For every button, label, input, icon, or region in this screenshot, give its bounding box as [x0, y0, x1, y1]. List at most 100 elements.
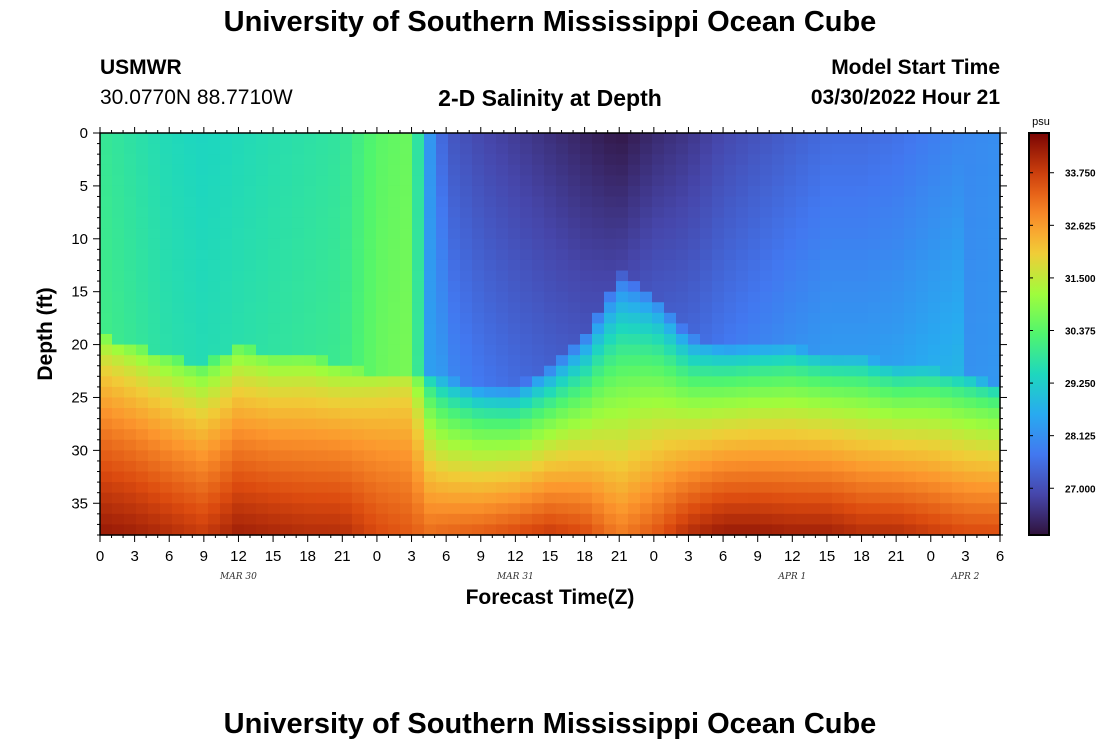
heatmap-cell [532, 164, 545, 176]
heatmap-cell [484, 249, 497, 261]
heatmap-cell [964, 397, 977, 409]
colorbar: psu 27.00028.12529.25030.37531.50032.625… [1028, 116, 1096, 536]
heatmap-cell [988, 312, 1001, 325]
heatmap-cell [256, 418, 269, 430]
heatmap-cell [268, 471, 281, 483]
heatmap-cell [388, 249, 401, 261]
heatmap-cell [736, 238, 749, 250]
heatmap-cell [724, 302, 737, 314]
heatmap-cell [652, 450, 665, 462]
heatmap-cell [784, 344, 797, 356]
heatmap-cell [160, 133, 173, 145]
heatmap-cell [316, 365, 329, 377]
heatmap-cell [136, 482, 149, 494]
heatmap-cell [508, 355, 521, 367]
heatmap-cell [604, 439, 617, 451]
heatmap-cell [796, 217, 809, 229]
colorbar-scale [1028, 132, 1050, 536]
heatmap-cell [136, 418, 149, 430]
heatmap-cell [184, 323, 197, 335]
heatmap-cell [496, 238, 509, 250]
heatmap-cell [568, 397, 581, 409]
heatmap-cell [664, 376, 677, 388]
heatmap-cell [664, 408, 677, 420]
heatmap-cell [268, 133, 281, 145]
heatmap-cell [136, 355, 149, 367]
heatmap-cell [772, 238, 785, 250]
heatmap-cell [712, 154, 725, 166]
heatmap-cell [352, 196, 365, 208]
heatmap-cell [988, 376, 1001, 388]
heatmap-cell [112, 154, 125, 166]
heatmap-cell [580, 524, 593, 536]
heatmap-cell [520, 312, 533, 325]
heatmap-cell [772, 185, 785, 198]
heatmap-cell [256, 249, 269, 261]
heatmap-cell [532, 408, 545, 420]
heatmap-cell [352, 386, 365, 399]
heatmap-cell [316, 524, 329, 536]
heatmap-cell [796, 460, 809, 473]
heatmap-cell [748, 143, 761, 155]
heatmap-cell [496, 376, 509, 388]
heatmap-cell [364, 524, 377, 536]
heatmap-cell [832, 513, 845, 526]
heatmap-cell [316, 143, 329, 155]
heatmap-cell [352, 238, 365, 250]
heatmap-cell [256, 503, 269, 515]
heatmap-cell [400, 164, 413, 176]
heatmap-cell [436, 344, 449, 356]
heatmap-cell [304, 291, 317, 303]
heatmap-cell [928, 196, 941, 208]
heatmap-cell [604, 196, 617, 208]
heatmap-cell [784, 365, 797, 377]
heatmap-cell [160, 143, 173, 155]
heatmap-cell [364, 376, 377, 388]
heatmap-cell [952, 270, 965, 282]
heatmap-cell [736, 408, 749, 420]
heatmap-cell [304, 312, 317, 325]
heatmap-cell [676, 259, 689, 272]
heatmap-cell [292, 355, 305, 367]
heatmap-cell [424, 164, 437, 176]
heatmap-cell [232, 376, 245, 388]
heatmap-cell [676, 482, 689, 494]
heatmap-cell [976, 334, 989, 346]
heatmap-cell [940, 154, 953, 166]
heatmap-cell [496, 133, 509, 145]
heatmap-cell [532, 439, 545, 451]
heatmap-cell [412, 355, 425, 367]
heatmap-cell [136, 164, 149, 176]
heatmap-cell [544, 207, 557, 219]
heatmap-cell [100, 386, 113, 399]
heatmap-cell [820, 154, 833, 166]
heatmap-cell [556, 408, 569, 420]
heatmap-cell [604, 418, 617, 430]
heatmap-cell [364, 344, 377, 356]
heatmap-cell [148, 450, 161, 462]
heatmap-cell [232, 460, 245, 473]
heatmap-cell [112, 429, 125, 441]
heatmap-cell [892, 344, 905, 356]
heatmap-cell [376, 238, 389, 250]
heatmap-cell [700, 471, 713, 483]
heatmap-cell [496, 164, 509, 176]
heatmap-cell [232, 217, 245, 229]
heatmap-cell [976, 217, 989, 229]
heatmap-cell [172, 164, 185, 176]
heatmap-cell [616, 302, 629, 314]
heatmap-cell [736, 503, 749, 515]
heatmap-cell [544, 185, 557, 198]
heatmap-cell [256, 471, 269, 483]
heatmap-cell [664, 334, 677, 346]
heatmap-cell [964, 196, 977, 208]
heatmap-cell [304, 418, 317, 430]
heatmap-cell [736, 439, 749, 451]
heatmap-cell [700, 450, 713, 462]
heatmap-cell [376, 460, 389, 473]
x-tick-label: 6 [996, 548, 1004, 565]
heatmap-cell [352, 207, 365, 219]
heatmap-cell [352, 323, 365, 335]
heatmap-cell [376, 503, 389, 515]
heatmap-cell [544, 249, 557, 261]
